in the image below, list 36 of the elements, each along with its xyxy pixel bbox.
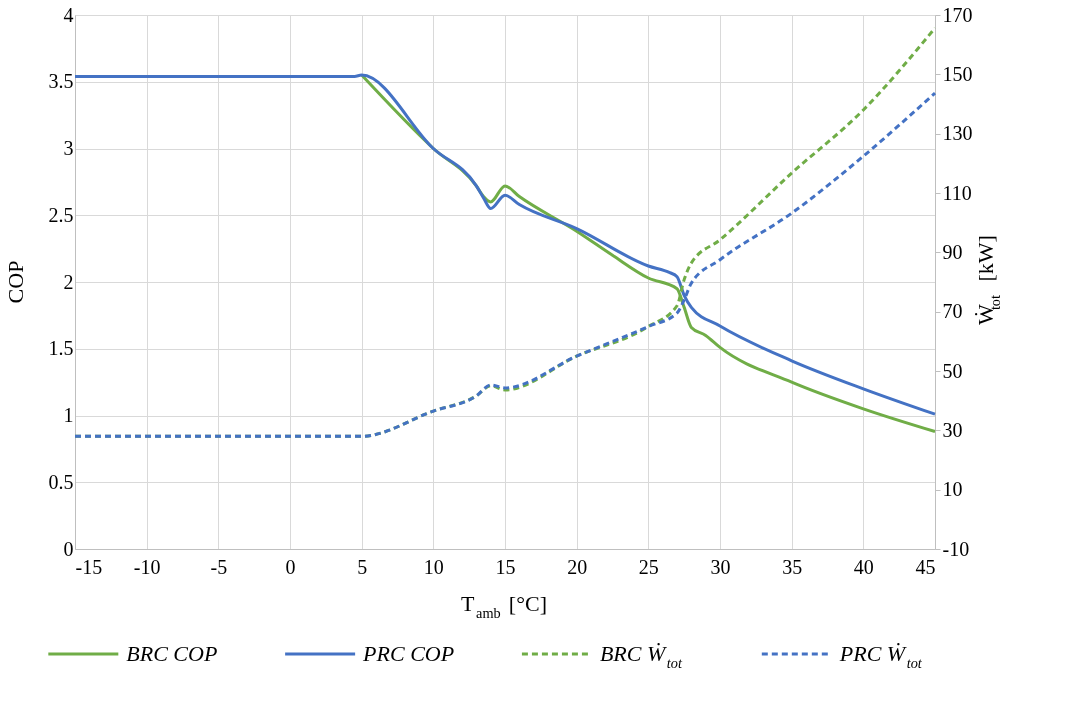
y-tick-label: 1	[63, 404, 74, 426]
y2-tick-label: 170	[942, 3, 973, 26]
y-tick-label: 2	[63, 270, 74, 293]
y2-tick-label: 110	[942, 181, 972, 204]
x-tick-label: 25	[638, 555, 659, 578]
x-tick-label: -5	[210, 555, 228, 578]
x-tick-label: -10	[133, 555, 161, 578]
y-tick-label: 0	[63, 537, 74, 560]
y2-tick-label: 130	[942, 122, 973, 145]
x-tick-label: 10	[423, 555, 444, 578]
legend-label: BRC COP	[126, 641, 218, 666]
y-tick-label: 0.5	[48, 470, 74, 493]
x-tick-label: 40	[853, 555, 874, 578]
x-tick-label: 30	[710, 555, 731, 578]
y-tick-label: 3.5	[48, 70, 74, 93]
y2-axis-title: Ẇtot [kW]	[973, 235, 1003, 326]
y-axis-title: COP	[3, 260, 28, 304]
y-tick-label: 4	[63, 3, 74, 26]
y-tick-label: 1.5	[48, 337, 74, 360]
y2-tick-label: 150	[942, 62, 973, 85]
y2-tick-label: 50	[942, 359, 963, 382]
x-tick-label: 45	[915, 555, 936, 578]
x-tick-label: 35	[782, 555, 803, 578]
x-tick-label: -15	[75, 555, 103, 578]
y-tick-label: 3	[63, 137, 74, 159]
y2-tick-label: 10	[942, 478, 963, 501]
y2-tick-label: 90	[942, 240, 963, 263]
x-tick-label: 15	[495, 555, 516, 578]
x-tick-label: 5	[357, 555, 368, 578]
y2-tick-label: 70	[942, 300, 963, 323]
x-tick-label: 0	[285, 555, 296, 578]
x-tick-label: 20	[567, 555, 588, 578]
y-tick-label: 2.5	[48, 203, 74, 226]
y2-tick-label: -10	[942, 537, 970, 560]
legend-label: PRC COP	[362, 641, 455, 666]
y2-tick-label: 30	[942, 418, 963, 441]
